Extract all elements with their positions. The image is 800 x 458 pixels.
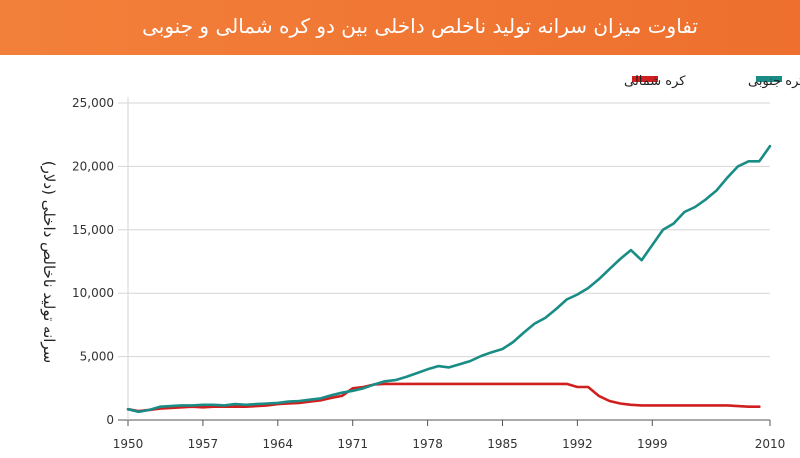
x-tick-label: 1957 [188,437,219,451]
legend-label-south: کره جنوبی [748,74,800,89]
x-axis: 1950 1957 1964 1971 1978 1985 1992 1999 2010 [113,97,786,451]
y-tick-label: 20,000 [72,159,114,173]
legend-label-north: کره شمالی [624,74,686,89]
x-tick-label: 1978 [412,437,443,451]
title-banner: تفاوت میزان سرانه تولید ناخلص داخلی بین … [0,0,800,55]
y-tick-label: 10,000 [72,286,114,300]
series-line-south-korea [126,144,772,414]
y-tick-label: 15,000 [72,223,114,237]
y-tick-label: 25,000 [72,96,114,110]
series-lines [126,144,772,414]
x-tick-label: 1971 [337,437,368,451]
x-tick-label: 1985 [487,437,518,451]
legend-swatch-south [756,76,782,82]
x-tick-label: 2010 [755,437,786,451]
y-axis-ticks: 0 5,000 10,000 15,000 20,000 25,000 [72,96,114,427]
x-tick-label: 1992 [562,437,593,451]
series-line-north-korea [126,382,761,413]
x-tick-label: 1999 [637,437,668,451]
legend: کره جنوبی کره شمالی [624,74,800,89]
x-tick-label: 1964 [263,437,294,451]
y-tick-label: 0 [106,413,114,427]
legend-swatch-north [632,76,658,82]
grid-lines [118,102,770,358]
chart-title: تفاوت میزان سرانه تولید ناخلص داخلی بین … [142,14,698,38]
y-tick-label: 5,000 [80,350,114,364]
x-tick-label: 1950 [113,437,144,451]
y-axis-label: سرانه تولید ناخالص داخلی (دلار) [40,161,58,364]
